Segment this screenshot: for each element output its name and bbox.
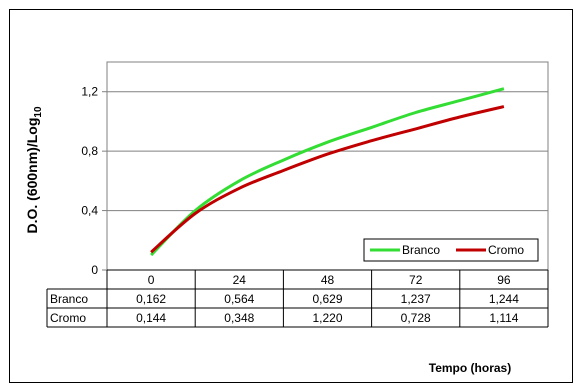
table-cell: 1,244 (489, 292, 519, 306)
x-tick-label: 72 (409, 273, 423, 287)
table-cell: 0,564 (224, 292, 254, 306)
table-cell: 0,144 (136, 311, 166, 325)
table-row-label: Cromo (50, 311, 86, 325)
gridlines (102, 91, 548, 271)
x-tick-label: 96 (497, 273, 511, 287)
legend-label-branco: Branco (402, 243, 440, 257)
series-lines (150, 87, 505, 257)
x-axis-title: Tempo (horas) (429, 361, 511, 375)
y-axis-title-main: D.O. (600nm)/Log (24, 118, 40, 234)
table-cell: 0,629 (312, 292, 342, 306)
legend-label-cromo: Cromo (488, 243, 524, 257)
y-axis-title: D.O. (600nm)/Log10 (24, 106, 44, 233)
table-row-label: Branco (50, 292, 88, 306)
table-cell: 0,728 (401, 311, 431, 325)
y-tick-label: 0,4 (81, 204, 98, 218)
y-tick-label: 0 (91, 263, 98, 277)
chart-frame (9, 9, 573, 383)
table-cell: 1,114 (489, 311, 518, 325)
series-line-cromo (150, 105, 505, 254)
legend: Branco Cromo (363, 238, 539, 262)
data-table: 0 24 48 72 96 Branco 0,162 0,564 0,629 1,237 1,244… (46, 269, 549, 328)
legend-box (363, 238, 539, 262)
table-cell: 1,237 (401, 292, 431, 306)
y-tick-label: 1,2 (81, 85, 98, 99)
y-axis-title-subscript: 10 (33, 106, 44, 118)
x-tick-label: 24 (233, 273, 247, 287)
y-tick-label: 0,8 (81, 144, 98, 158)
x-tick-label: 0 (148, 273, 155, 287)
table-cell: 1,220 (312, 311, 342, 325)
series-line-branco (150, 87, 505, 257)
x-tick-label: 48 (321, 273, 335, 287)
table-cell: 0,348 (224, 311, 254, 325)
table-cell: 0,162 (136, 292, 166, 306)
y-tick-labels: 0 0,4 0,8 1,2 (81, 85, 98, 277)
